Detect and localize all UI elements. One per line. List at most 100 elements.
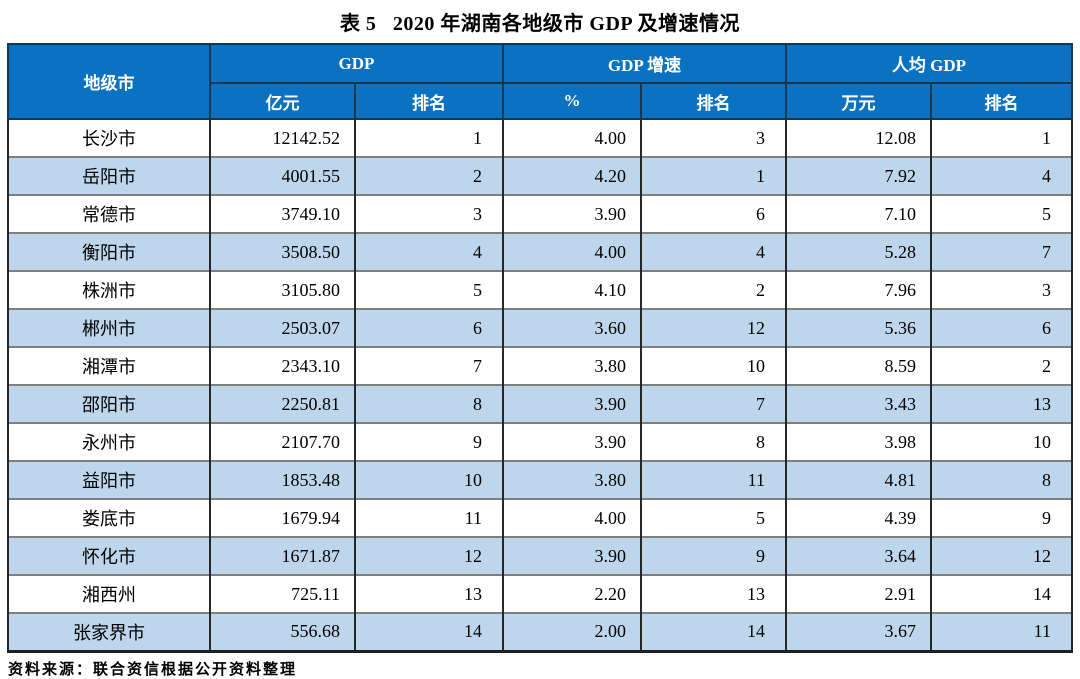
growth-rank-cell: 11 bbox=[639, 460, 788, 499]
gdp-rank-cell: 4 bbox=[353, 232, 504, 271]
growth-rank-cell: 8 bbox=[639, 422, 788, 461]
subheader-gdp-unit: 亿元 bbox=[208, 82, 356, 120]
per-capita-value-cell: 3.67 bbox=[785, 612, 932, 651]
table-row: 娄底市 1679.94 11 4.00 5 4.39 9 bbox=[6, 498, 1074, 537]
growth-rank-cell: 1 bbox=[639, 156, 788, 195]
group-header-gdp: GDP bbox=[208, 43, 504, 84]
growth-rank-cell: 2 bbox=[639, 270, 788, 309]
city-cell: 衡阳市 bbox=[6, 232, 211, 271]
growth-value-cell: 3.90 bbox=[501, 422, 642, 461]
growth-value-cell: 3.80 bbox=[501, 460, 642, 499]
header-group-row: 地级市 GDP GDP 增速 人均 GDP bbox=[6, 43, 1074, 120]
col-header-city: 地级市 bbox=[6, 43, 211, 120]
subheader-growth-rank: 排名 bbox=[639, 82, 788, 120]
per-capita-rank-cell: 3 bbox=[929, 270, 1074, 309]
header-sub-row: 亿元 排名 % 排名 万元 排名 bbox=[8, 82, 1074, 120]
city-cell: 邵阳市 bbox=[6, 384, 211, 423]
per-capita-value-cell: 3.43 bbox=[785, 384, 932, 423]
gdp-rank-cell: 5 bbox=[353, 270, 504, 309]
table-row: 张家界市 556.68 14 2.00 14 3.67 11 bbox=[6, 612, 1074, 651]
per-capita-value-cell: 5.36 bbox=[785, 308, 932, 347]
per-capita-value-cell: 3.64 bbox=[785, 536, 932, 575]
growth-value-cell: 3.60 bbox=[501, 308, 642, 347]
city-cell: 郴州市 bbox=[6, 308, 211, 347]
growth-rank-cell: 10 bbox=[639, 346, 788, 385]
subheader-growth-unit: % bbox=[501, 82, 642, 120]
gdp-rank-cell: 11 bbox=[353, 498, 504, 537]
table-header: 地级市 GDP GDP 增速 人均 GDP 亿元 排名 % 排名 万元 排名 bbox=[6, 43, 1074, 120]
gdp-rank-cell: 7 bbox=[353, 346, 504, 385]
gdp-rank-cell: 9 bbox=[353, 422, 504, 461]
per-capita-value-cell: 7.96 bbox=[785, 270, 932, 309]
subheader-gdp-rank: 排名 bbox=[353, 82, 504, 120]
table-row: 永州市 2107.70 9 3.90 8 3.98 10 bbox=[6, 422, 1074, 461]
per-capita-rank-cell: 6 bbox=[929, 308, 1074, 347]
city-cell: 张家界市 bbox=[6, 612, 211, 651]
per-capita-value-cell: 4.81 bbox=[785, 460, 932, 499]
group-header-per-capita-gdp: 人均 GDP bbox=[784, 43, 1074, 84]
table-row: 岳阳市 4001.55 2 4.20 1 7.92 4 bbox=[6, 156, 1074, 195]
growth-value-cell: 4.00 bbox=[501, 232, 642, 271]
gdp-value-cell: 3105.80 bbox=[208, 270, 356, 309]
gdp-rank-cell: 1 bbox=[353, 118, 504, 157]
growth-value-cell: 2.00 bbox=[501, 612, 642, 651]
gdp-rank-cell: 10 bbox=[353, 460, 504, 499]
table-row: 益阳市 1853.48 10 3.80 11 4.81 8 bbox=[6, 460, 1074, 499]
growth-rank-cell: 6 bbox=[639, 194, 788, 233]
growth-value-cell: 4.00 bbox=[501, 498, 642, 537]
per-capita-rank-cell: 14 bbox=[929, 574, 1074, 613]
city-cell: 益阳市 bbox=[6, 460, 211, 499]
per-capita-value-cell: 7.10 bbox=[785, 194, 932, 233]
per-capita-value-cell: 4.39 bbox=[785, 498, 932, 537]
gdp-rank-cell: 2 bbox=[353, 156, 504, 195]
per-capita-rank-cell: 9 bbox=[929, 498, 1074, 537]
city-cell: 岳阳市 bbox=[6, 156, 211, 195]
group-header-gdp-growth: GDP 增速 bbox=[501, 43, 788, 84]
city-cell: 常德市 bbox=[6, 194, 211, 233]
gdp-value-cell: 12142.52 bbox=[208, 118, 356, 157]
gdp-value-cell: 2107.70 bbox=[208, 422, 356, 461]
growth-value-cell: 4.10 bbox=[501, 270, 642, 309]
table-row: 邵阳市 2250.81 8 3.90 7 3.43 13 bbox=[6, 384, 1074, 423]
growth-rank-cell: 13 bbox=[639, 574, 788, 613]
city-cell: 永州市 bbox=[6, 422, 211, 461]
gdp-value-cell: 1671.87 bbox=[208, 536, 356, 575]
growth-rank-cell: 5 bbox=[639, 498, 788, 537]
growth-value-cell: 3.90 bbox=[501, 384, 642, 423]
table-row: 株洲市 3105.80 5 4.10 2 7.96 3 bbox=[6, 270, 1074, 309]
table-row: 长沙市 12142.52 1 4.00 3 12.08 1 bbox=[6, 118, 1074, 157]
growth-value-cell: 3.80 bbox=[501, 346, 642, 385]
table-row: 怀化市 1671.87 12 3.90 9 3.64 12 bbox=[6, 536, 1074, 575]
gdp-value-cell: 4001.55 bbox=[208, 156, 356, 195]
growth-value-cell: 4.20 bbox=[501, 156, 642, 195]
city-cell: 娄底市 bbox=[6, 498, 211, 537]
subheader-per-capita-rank: 排名 bbox=[929, 82, 1074, 120]
per-capita-value-cell: 2.91 bbox=[785, 574, 932, 613]
growth-rank-cell: 9 bbox=[639, 536, 788, 575]
gdp-rank-cell: 14 bbox=[353, 612, 504, 651]
subheader-per-capita-unit: 万元 bbox=[785, 82, 932, 120]
per-capita-rank-cell: 7 bbox=[929, 232, 1074, 271]
gdp-rank-cell: 6 bbox=[353, 308, 504, 347]
table-row: 湘潭市 2343.10 7 3.80 10 8.59 2 bbox=[6, 346, 1074, 385]
growth-value-cell: 2.20 bbox=[501, 574, 642, 613]
table-title: 表 5 2020 年湖南各地级市 GDP 及增速情况 bbox=[339, 13, 741, 35]
city-cell: 长沙市 bbox=[6, 118, 211, 157]
growth-value-cell: 3.90 bbox=[501, 194, 642, 233]
gdp-table: 地级市 GDP GDP 增速 人均 GDP 亿元 排名 % 排名 万元 排名 长… bbox=[6, 43, 1074, 653]
gdp-value-cell: 3508.50 bbox=[208, 232, 356, 271]
table-body: 长沙市 12142.52 1 4.00 3 12.08 1 岳阳市 4001.55 2 4.20 1 7… bbox=[6, 118, 1074, 651]
per-capita-value-cell: 12.08 bbox=[785, 118, 932, 157]
per-capita-value-cell: 8.59 bbox=[785, 346, 932, 385]
growth-rank-cell: 4 bbox=[639, 232, 788, 271]
table-row: 郴州市 2503.07 6 3.60 12 5.36 6 bbox=[6, 308, 1074, 347]
growth-value-cell: 4.00 bbox=[501, 118, 642, 157]
gdp-rank-cell: 8 bbox=[353, 384, 504, 423]
growth-rank-cell: 7 bbox=[639, 384, 788, 423]
gdp-rank-cell: 3 bbox=[353, 194, 504, 233]
per-capita-rank-cell: 10 bbox=[929, 422, 1074, 461]
table-row: 衡阳市 3508.50 4 4.00 4 5.28 7 bbox=[6, 232, 1074, 271]
per-capita-rank-cell: 5 bbox=[929, 194, 1074, 233]
growth-rank-cell: 3 bbox=[639, 118, 788, 157]
